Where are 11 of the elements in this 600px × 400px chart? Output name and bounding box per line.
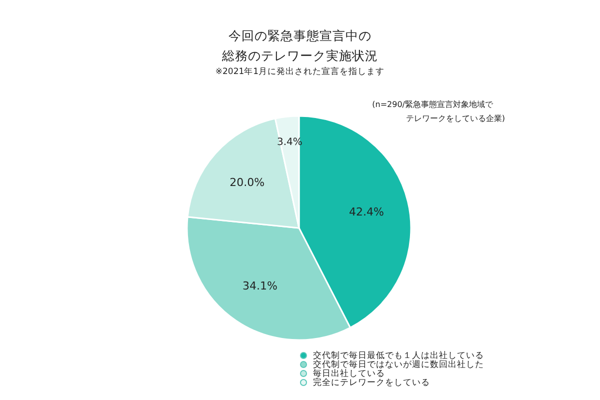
legend-label: 完全にテレワークをしている [312, 378, 431, 388]
data-label: 42.4% [349, 206, 384, 219]
text: (n=290/緊急事態宣言対象地域で [372, 99, 493, 110]
chart-subtitle: ※2021年1月に発出された宣言を指します [214, 66, 386, 78]
legend-label: 交代制で毎日ではないが週に数回出社した [312, 360, 484, 370]
legend-label: 交代制で毎日最低でも１人は出社している [312, 351, 484, 361]
data-label: 34.1% [242, 279, 278, 292]
legend-label: 毎日出社している [312, 369, 386, 379]
data-label: 20.0% [230, 176, 265, 189]
chart-title: 今回の緊急事態宣言中の総務のテレワーク実施状況 [221, 27, 379, 65]
text: テレワークをしている企業) [406, 113, 505, 124]
